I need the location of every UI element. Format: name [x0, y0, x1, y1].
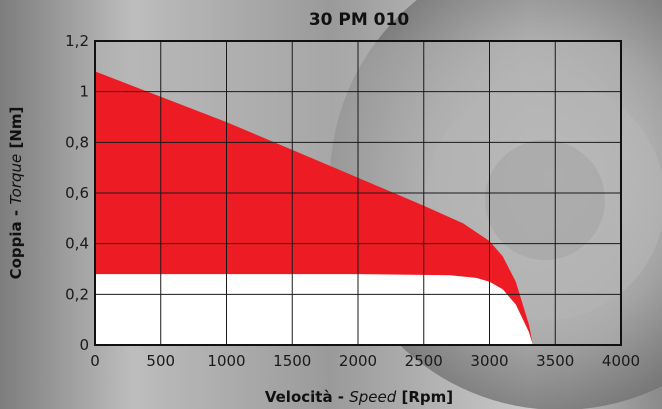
x-tick-label: 2500 — [405, 352, 443, 370]
chart-title: 30 PM 010 — [309, 10, 410, 30]
y-tick-label: 0,2 — [65, 285, 89, 303]
y-tick-label: 0 — [79, 336, 89, 354]
y-tick-label: 0,6 — [65, 184, 89, 202]
x-tick-label: 4000 — [602, 352, 640, 370]
x-tick-label: 500 — [146, 352, 175, 370]
x-tick-label: 2000 — [339, 352, 377, 370]
y-tick-label: 1,2 — [65, 32, 89, 50]
y-tick-labels: 0 0,2 0,4 0,6 0,8 1 1,2 — [65, 32, 89, 354]
y-axis-label: Coppia - Torque [Nm] — [7, 107, 25, 280]
plot-border — [94, 40, 622, 346]
x-tick-label: 1500 — [273, 352, 311, 370]
x-tick-label: 3000 — [470, 352, 508, 370]
x-tick-label: 3500 — [536, 352, 574, 370]
x-tick-label: 1000 — [207, 352, 245, 370]
y-tick-label: 0,8 — [65, 133, 89, 151]
x-tick-labels: 0 500 1000 1500 2000 2500 3000 3500 4000 — [90, 352, 640, 370]
x-tick-label: 0 — [90, 352, 100, 370]
x-axis-label: Velocità - Speed [Rpm] — [265, 388, 453, 406]
y-tick-label: 0,4 — [65, 235, 89, 253]
y-tick-label: 1 — [79, 83, 89, 101]
